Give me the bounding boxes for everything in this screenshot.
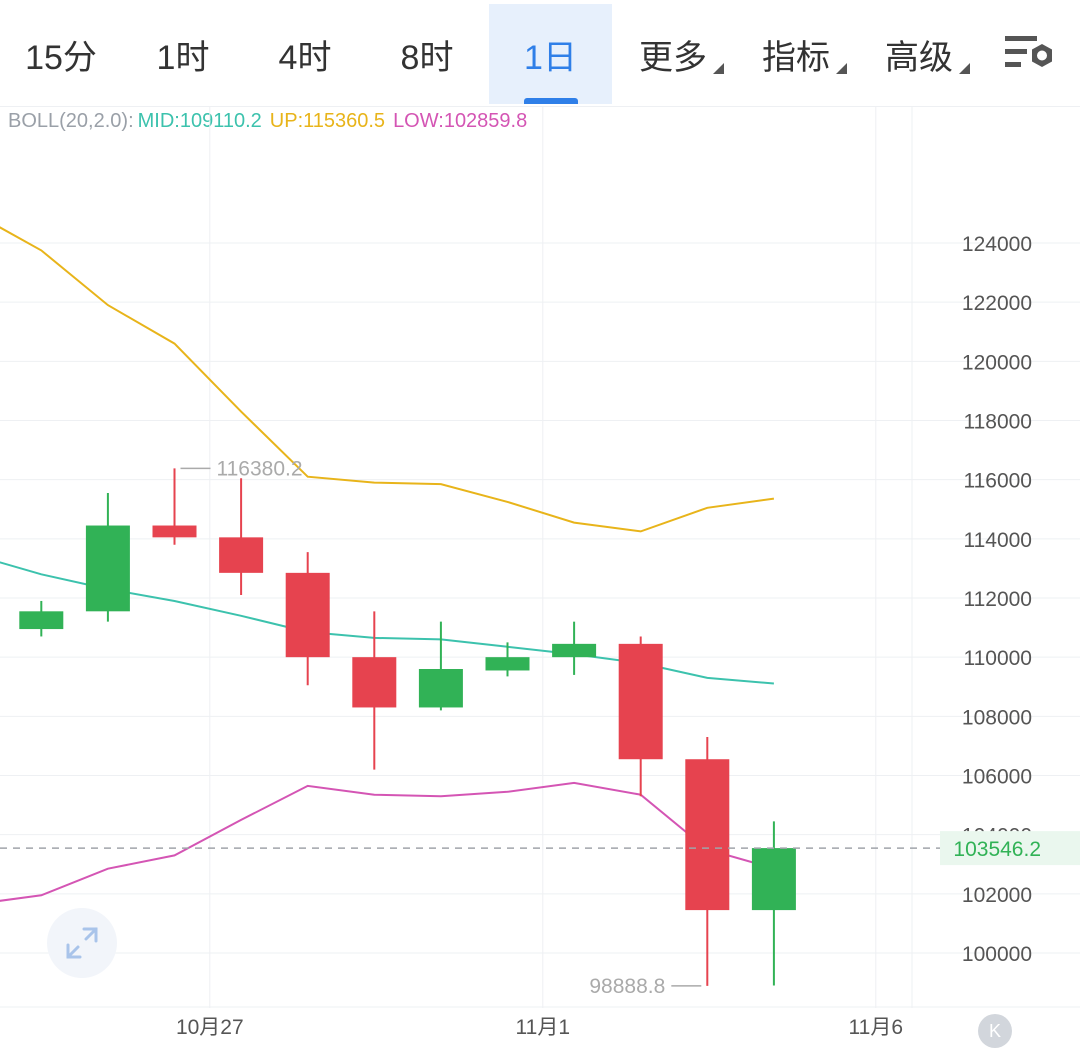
tab-label: 指标 xyxy=(762,38,830,77)
y-tick-label: 106000 xyxy=(962,766,1032,789)
last-price-label: 103546.2 xyxy=(953,838,1041,861)
tab-label: 更多 xyxy=(639,38,707,77)
tab-label: 1日 xyxy=(524,38,577,77)
dropdown-triangle-icon xyxy=(836,63,847,74)
candle-up[interactable] xyxy=(418,669,463,708)
boll-legend: BOLL(20,2.0): MID:109110.2 UP:115360.5 LOW:… xyxy=(8,110,535,133)
tab-0[interactable]: 15分 xyxy=(0,4,122,104)
candle-down[interactable] xyxy=(285,572,330,658)
candle-up[interactable] xyxy=(19,611,64,630)
x-tick-label: 11月6 xyxy=(849,1016,903,1039)
kline-badge-icon[interactable]: K xyxy=(978,1014,1012,1048)
active-tab-indicator xyxy=(523,98,578,104)
x-tick-label: 11月1 xyxy=(516,1016,570,1039)
y-tick-label: 112000 xyxy=(963,588,1032,611)
boll-legend-low: LOW:102859.8 xyxy=(393,110,528,132)
low-marker-label: 98888.8 xyxy=(589,975,665,998)
tab-2[interactable]: 4时 xyxy=(244,4,366,104)
y-tick-label: 100000 xyxy=(962,943,1032,966)
y-tick-label: 118000 xyxy=(963,411,1032,434)
y-tick-label: 116000 xyxy=(963,470,1032,493)
candle-up[interactable] xyxy=(552,643,597,658)
candle-up[interactable] xyxy=(85,525,130,612)
y-tick-label: 122000 xyxy=(962,292,1032,315)
tab-4[interactable]: 1日 xyxy=(489,4,612,104)
tab-label: 4时 xyxy=(278,38,332,77)
y-tick-label: 124000 xyxy=(962,233,1032,256)
boll-upper-line xyxy=(0,226,775,533)
fullscreen-button[interactable] xyxy=(47,908,117,978)
candle-down[interactable] xyxy=(618,643,663,760)
boll-legend-name: BOLL(20,2.0): xyxy=(8,110,134,132)
tab-6[interactable]: 指标 xyxy=(735,4,857,104)
tab-label: 1时 xyxy=(156,38,210,77)
tab-3[interactable]: 8时 xyxy=(366,4,488,104)
tab-1[interactable]: 1时 xyxy=(122,4,244,104)
y-tick-label: 120000 xyxy=(962,351,1032,374)
candle-down[interactable] xyxy=(685,759,730,911)
y-tick-label: 114000 xyxy=(963,529,1032,552)
y-tick-label: 108000 xyxy=(962,706,1032,729)
boll-legend-up: UP:115360.5 xyxy=(269,110,386,132)
tab-label: 高级 xyxy=(885,38,953,77)
y-tick-label: 102000 xyxy=(962,884,1032,907)
candle-up[interactable] xyxy=(485,657,530,671)
timeframe-tab-bar: 15分 1时 4时 8时 1日 更多 指标 高级 xyxy=(0,0,1080,107)
expand-arrows-icon xyxy=(66,927,98,959)
y-tick-label: 110000 xyxy=(963,647,1032,670)
chart-settings-button[interactable] xyxy=(1000,30,1060,80)
high-marker-label: 116380.2 xyxy=(217,457,303,480)
kline-chart[interactable]: 1000001020001040001060001080001100001120… xyxy=(0,106,1080,1040)
boll-legend-mid: MID:109110.2 xyxy=(137,110,262,132)
candle-down[interactable] xyxy=(352,657,397,708)
tab-label: 8时 xyxy=(400,38,454,77)
candle-down[interactable] xyxy=(219,537,264,573)
dropdown-triangle-icon xyxy=(713,63,724,74)
x-tick-label: 10月27 xyxy=(176,1016,244,1039)
dropdown-triangle-icon xyxy=(959,63,970,74)
tab-7[interactable]: 高级 xyxy=(858,4,980,104)
tab-5[interactable]: 更多 xyxy=(612,4,734,104)
tab-label: 15分 xyxy=(25,38,97,77)
boll-lower-line xyxy=(0,781,775,902)
candle-down[interactable] xyxy=(152,525,197,538)
candle-up[interactable] xyxy=(751,848,796,911)
settings-sliders-icon xyxy=(1005,36,1052,67)
last-price-badge xyxy=(940,831,1080,866)
